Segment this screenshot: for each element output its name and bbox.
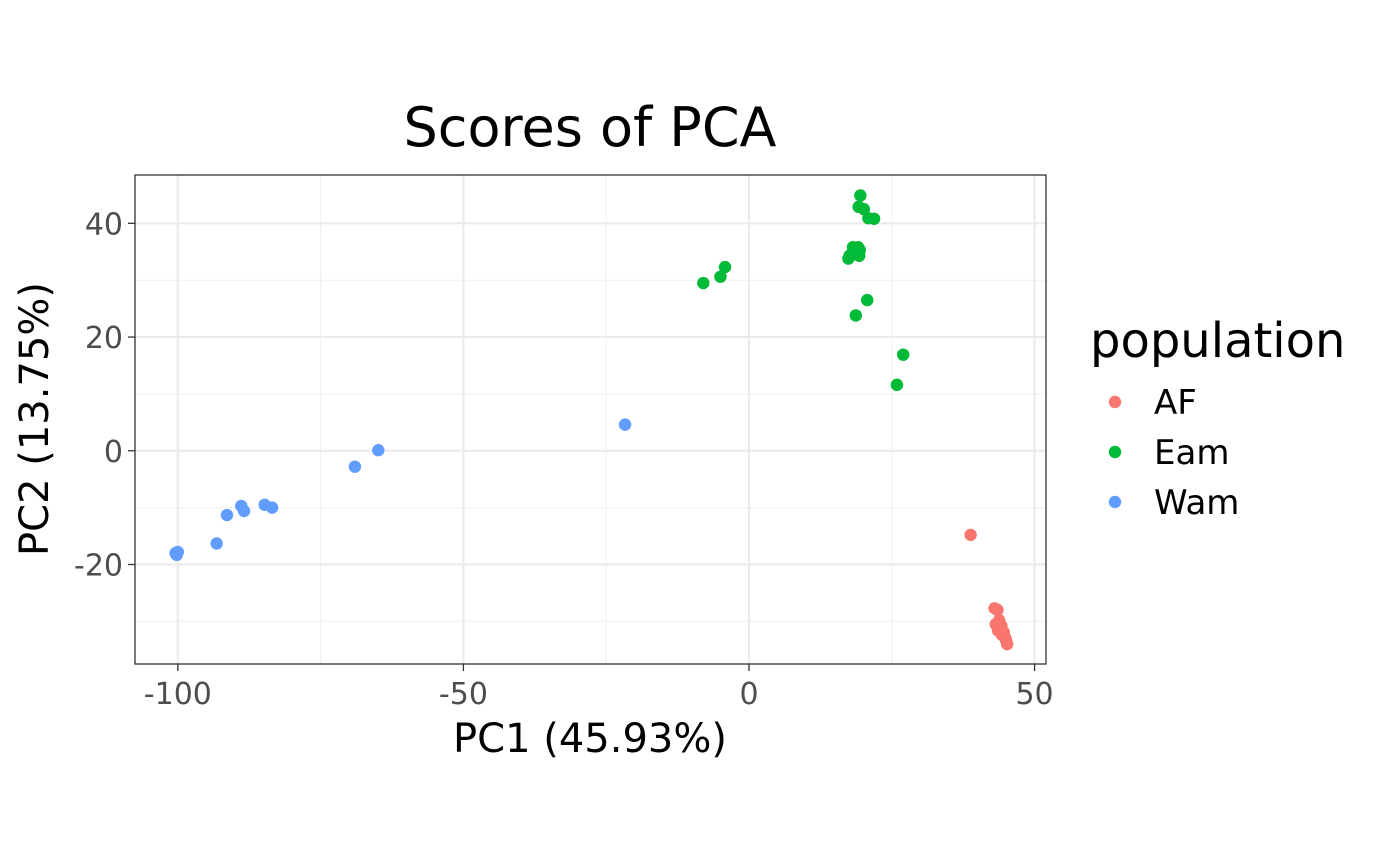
- point-eam: [718, 260, 732, 274]
- x-tick-label: -100: [144, 677, 212, 712]
- point-eam: [897, 348, 910, 361]
- y-axis-title: PC2 (13.75%): [12, 282, 58, 556]
- panel-background: [135, 175, 1046, 664]
- point-eam: [714, 270, 727, 283]
- point-af: [991, 603, 1004, 617]
- point-wam: [372, 444, 385, 457]
- legend-items: AF Eam Wam: [1108, 383, 1239, 523]
- point-eam: [853, 249, 866, 262]
- point-wam: [220, 508, 234, 522]
- chart-title: Scores of PCA: [404, 96, 777, 159]
- y-tick-label: 20: [85, 321, 123, 356]
- legend-label-af: AF: [1154, 383, 1197, 423]
- y-tick-label: 40: [85, 207, 123, 242]
- legend-key-eam: [1108, 445, 1122, 459]
- legend-key-wam: [1108, 495, 1122, 509]
- panel-border: [134, 174, 1047, 665]
- point-eam: [842, 252, 855, 265]
- x-tick-label: -50: [439, 677, 488, 712]
- point-eam: [867, 212, 881, 225]
- point-af: [964, 528, 977, 542]
- point-eam: [854, 189, 867, 202]
- x-axis-title: PC1 (45.93%): [453, 716, 727, 762]
- point-wam: [265, 501, 279, 514]
- y-tick-label: 0: [104, 435, 123, 470]
- legend: population AF Eam Wam: [1090, 313, 1345, 523]
- point-wam: [170, 548, 183, 562]
- x-tick-label: 50: [1015, 677, 1053, 712]
- x-tick-label: 0: [739, 677, 758, 712]
- plot-panel: [134, 174, 1047, 665]
- y-tick-label: -20: [74, 548, 123, 583]
- point-eam: [890, 378, 904, 392]
- point-eam: [849, 309, 863, 322]
- x-axis-ticks: -100 -50 0 50: [144, 664, 1054, 712]
- grid-minor: [135, 175, 1046, 664]
- legend-key-af: [1108, 395, 1122, 409]
- legend-label-eam: Eam: [1154, 433, 1229, 473]
- grid-major: [135, 175, 1046, 664]
- data-points: [169, 189, 1014, 651]
- point-af: [1000, 637, 1014, 651]
- y-axis-ticks: -20 0 20 40: [74, 207, 135, 583]
- point-wam: [348, 460, 362, 473]
- point-wam: [618, 418, 632, 431]
- legend-label-wam: Wam: [1154, 483, 1239, 523]
- point-wam: [237, 504, 251, 518]
- point-eam: [697, 276, 710, 290]
- legend-title: population: [1090, 313, 1345, 369]
- point-eam: [861, 293, 874, 307]
- point-wam: [210, 537, 223, 550]
